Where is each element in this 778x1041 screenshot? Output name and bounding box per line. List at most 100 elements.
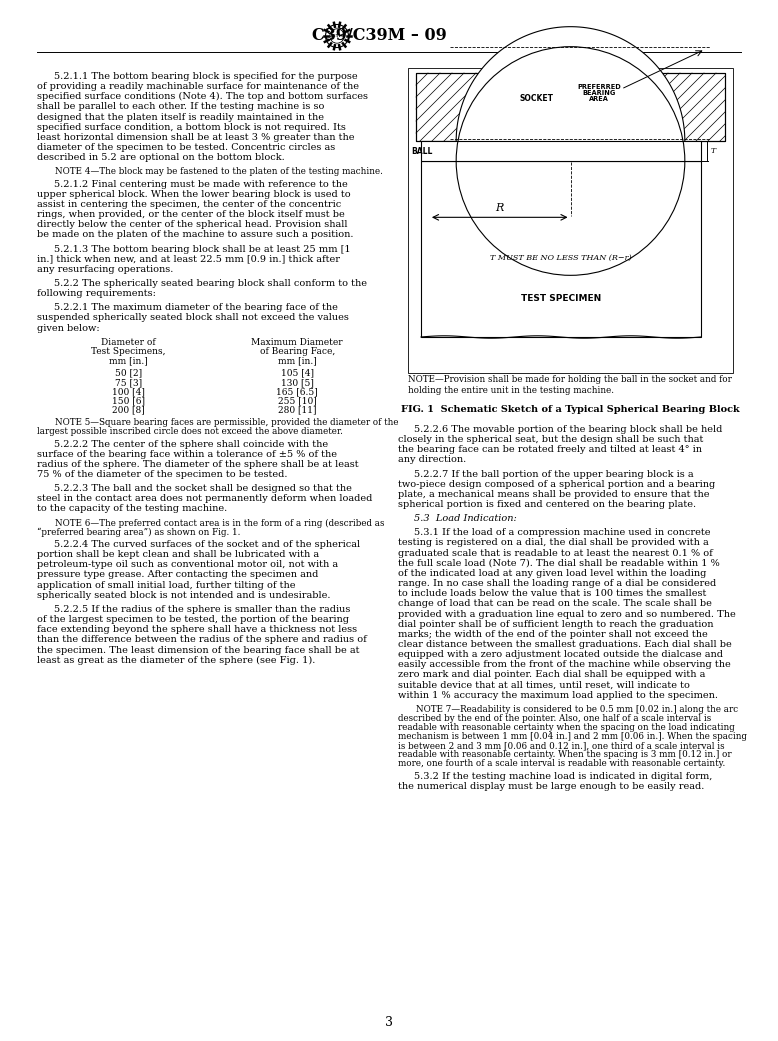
Text: mm [in.]: mm [in.] <box>278 356 317 365</box>
Text: two-piece design composed of a spherical portion and a bearing: two-piece design composed of a spherical… <box>398 480 715 489</box>
Text: application of small initial load, further tilting of the: application of small initial load, furth… <box>37 581 296 589</box>
Text: face extending beyond the sphere shall have a thickness not less: face extending beyond the sphere shall h… <box>37 626 357 634</box>
Text: NOTE 5—Square bearing faces are permissible, provided the diameter of the: NOTE 5—Square bearing faces are permissi… <box>55 418 398 427</box>
Text: FIG. 1  Schematic Sketch of a Typical Spherical Bearing Block: FIG. 1 Schematic Sketch of a Typical Sph… <box>401 405 740 414</box>
Text: easily accessible from the front of the machine while observing the: easily accessible from the front of the … <box>398 660 731 669</box>
Text: graduated scale that is readable to at least the nearest 0.1 % of: graduated scale that is readable to at l… <box>398 549 713 558</box>
Text: C39/C39M – 09: C39/C39M – 09 <box>312 27 447 45</box>
Text: 130 [5]: 130 [5] <box>281 378 314 387</box>
Text: within 1 % accuracy the maximum load applied to the specimen.: within 1 % accuracy the maximum load app… <box>398 691 718 700</box>
Text: R: R <box>496 203 504 213</box>
Text: portion shall be kept clean and shall be lubricated with a: portion shall be kept clean and shall be… <box>37 551 319 559</box>
Text: NOTE 7—Readability is considered to be 0.5 mm [0.02 in.] along the arc: NOTE 7—Readability is considered to be 0… <box>416 705 738 714</box>
Text: 3: 3 <box>385 1016 393 1030</box>
Text: NOTE 4—The block may be fastened to the platen of the testing machine.: NOTE 4—The block may be fastened to the … <box>55 168 383 176</box>
Text: Test Specimens,: Test Specimens, <box>91 347 166 356</box>
Text: is between 2 and 3 mm [0.06 and 0.12 in.], one third of a scale interval is: is between 2 and 3 mm [0.06 and 0.12 in.… <box>398 741 724 751</box>
Text: 75 % of the diameter of the specimen to be tested.: 75 % of the diameter of the specimen to … <box>37 471 288 479</box>
Text: mm [in.]: mm [in.] <box>109 356 148 365</box>
Text: change of load that can be read on the scale. The scale shall be: change of load that can be read on the s… <box>398 600 712 608</box>
Text: readable with reasonable certainty when the spacing on the load indicating: readable with reasonable certainty when … <box>398 723 734 732</box>
Text: 5.2.2.3 The ball and the socket shall be designed so that the: 5.2.2.3 The ball and the socket shall be… <box>54 484 352 493</box>
Bar <box>416 73 725 141</box>
Text: NOTE—Provision shall be made for holding the ball in the socket and for
holding : NOTE—Provision shall be made for holding… <box>408 375 732 396</box>
Text: 5.2.2.6 The movable portion of the bearing block shall be held: 5.2.2.6 The movable portion of the beari… <box>415 425 723 434</box>
Text: 5.2.2.2 The center of the sphere shall coincide with the: 5.2.2.2 The center of the sphere shall c… <box>54 439 328 449</box>
Text: in.] thick when new, and at least 22.5 mm [0.9 in.] thick after: in.] thick when new, and at least 22.5 m… <box>37 255 340 263</box>
Text: described by the end of the pointer. Also, one half of a scale interval is: described by the end of the pointer. Als… <box>398 714 711 723</box>
Text: 5.3  Load Indication:: 5.3 Load Indication: <box>415 514 517 524</box>
Text: steel in the contact area does not permanently deform when loaded: steel in the contact area does not perma… <box>37 494 373 504</box>
Text: to include loads below the value that is 100 times the smallest: to include loads below the value that is… <box>398 589 706 599</box>
Text: designed that the platen itself is readily maintained in the: designed that the platen itself is readi… <box>37 112 324 122</box>
Text: be made on the platen of the machine to assure such a position.: be made on the platen of the machine to … <box>37 230 353 239</box>
Text: equipped with a zero adjustment located outside the dialcase and: equipped with a zero adjustment located … <box>398 651 723 659</box>
Text: directly below the center of the spherical head. Provision shall: directly below the center of the spheric… <box>37 221 348 229</box>
Text: 280 [11]: 280 [11] <box>278 405 317 414</box>
Text: T: T <box>710 147 716 155</box>
Text: 5.3.2 If the testing machine load is indicated in digital form,: 5.3.2 If the testing machine load is ind… <box>415 771 713 781</box>
Text: 5.2.1.3 The bottom bearing block shall be at least 25 mm [1: 5.2.1.3 The bottom bearing block shall b… <box>54 245 350 254</box>
Text: specified surface condition, a bottom block is not required. Its: specified surface condition, a bottom bl… <box>37 123 346 132</box>
Text: 5.2.2.7 If the ball portion of the upper bearing block is a: 5.2.2.7 If the ball portion of the upper… <box>415 469 694 479</box>
Text: the numerical display must be large enough to be easily read.: the numerical display must be large enou… <box>398 782 704 791</box>
Text: more, one fourth of a scale interval is readable with reasonable certainty.: more, one fourth of a scale interval is … <box>398 760 725 768</box>
Text: to the capacity of the testing machine.: to the capacity of the testing machine. <box>37 505 227 513</box>
Text: following requirements:: following requirements: <box>37 289 156 298</box>
Text: upper spherical block. When the lower bearing block is used to: upper spherical block. When the lower be… <box>37 189 351 199</box>
Text: Maximum Diameter: Maximum Diameter <box>251 337 343 347</box>
Text: readable with reasonable certainty. When the spacing is 3 mm [0.12 in.] or: readable with reasonable certainty. When… <box>398 751 731 759</box>
Text: 200 [8]: 200 [8] <box>112 405 145 414</box>
Bar <box>408 68 733 373</box>
Text: 5.2.1.2 Final centering must be made with reference to the: 5.2.1.2 Final centering must be made wit… <box>54 180 347 188</box>
Text: any direction.: any direction. <box>398 456 466 464</box>
Text: “preferred bearing area”) as shown on Fig. 1.: “preferred bearing area”) as shown on Fi… <box>37 528 240 537</box>
Text: PREFERRED: PREFERRED <box>577 84 621 91</box>
Text: pressure type grease. After contacting the specimen and: pressure type grease. After contacting t… <box>37 570 318 580</box>
Text: the full scale load (Note 7). The dial shall be readable within 1 %: the full scale load (Note 7). The dial s… <box>398 559 720 567</box>
Text: 5.2.2.1 The maximum diameter of the bearing face of the: 5.2.2.1 The maximum diameter of the bear… <box>54 303 338 312</box>
Text: testing is registered on a dial, the dial shall be provided with a: testing is registered on a dial, the dia… <box>398 538 709 548</box>
Text: spherically seated block is not intended and is undesirable.: spherically seated block is not intended… <box>37 591 331 600</box>
Text: Diameter of: Diameter of <box>101 337 156 347</box>
Text: of providing a readily machinable surface for maintenance of the: of providing a readily machinable surfac… <box>37 82 359 92</box>
Text: 100 [4]: 100 [4] <box>112 387 145 396</box>
Text: 150 [6]: 150 [6] <box>112 396 145 405</box>
Text: surface of the bearing face within a tolerance of ±5 % of the: surface of the bearing face within a tol… <box>37 450 337 459</box>
Bar <box>421 141 700 161</box>
Text: 5.2.2.5 If the radius of the sphere is smaller than the radius: 5.2.2.5 If the radius of the sphere is s… <box>54 605 350 614</box>
Bar <box>421 161 700 337</box>
Text: NOTE 6—The preferred contact area is in the form of a ring (described as: NOTE 6—The preferred contact area is in … <box>55 518 384 528</box>
Text: zero mark and dial pointer. Each dial shall be equipped with a: zero mark and dial pointer. Each dial sh… <box>398 670 706 680</box>
Text: 165 [6.5]: 165 [6.5] <box>276 387 318 396</box>
Text: 75 [3]: 75 [3] <box>114 378 142 387</box>
Text: of the indicated load at any given load level within the loading: of the indicated load at any given load … <box>398 569 706 578</box>
Text: 255 [10]: 255 [10] <box>278 396 317 405</box>
Text: diameter of the specimen to be tested. Concentric circles as: diameter of the specimen to be tested. C… <box>37 143 335 152</box>
Text: specified surface conditions (Note 4). The top and bottom surfaces: specified surface conditions (Note 4). T… <box>37 93 368 101</box>
Text: largest possible inscribed circle does not exceed the above diameter.: largest possible inscribed circle does n… <box>37 427 343 436</box>
Text: shall be parallel to each other. If the testing machine is so: shall be parallel to each other. If the … <box>37 102 324 111</box>
Text: of the largest specimen to be tested, the portion of the bearing: of the largest specimen to be tested, th… <box>37 615 349 625</box>
Text: radius of the sphere. The diameter of the sphere shall be at least: radius of the sphere. The diameter of th… <box>37 460 359 468</box>
Polygon shape <box>416 27 725 141</box>
Text: TEST SPECIMEN: TEST SPECIMEN <box>520 294 601 303</box>
Text: plate, a mechanical means shall be provided to ensure that the: plate, a mechanical means shall be provi… <box>398 490 710 499</box>
Text: mechanism is between 1 mm [0.04 in.] and 2 mm [0.06 in.]. When the spacing: mechanism is between 1 mm [0.04 in.] and… <box>398 732 747 741</box>
Text: 105 [4]: 105 [4] <box>281 369 314 378</box>
Text: the specimen. The least dimension of the bearing face shall be at: the specimen. The least dimension of the… <box>37 645 359 655</box>
Text: 5.2.1.1 The bottom bearing block is specified for the purpose: 5.2.1.1 The bottom bearing block is spec… <box>54 72 357 81</box>
Text: 5.3.1 If the load of a compression machine used in concrete: 5.3.1 If the load of a compression machi… <box>415 529 711 537</box>
Text: closely in the spherical seat, but the design shall be such that: closely in the spherical seat, but the d… <box>398 435 703 445</box>
Text: clear distance between the smallest graduations. Each dial shall be: clear distance between the smallest grad… <box>398 640 732 649</box>
Text: assist in centering the specimen, the center of the concentric: assist in centering the specimen, the ce… <box>37 200 342 209</box>
Text: least as great as the diameter of the sphere (see Fig. 1).: least as great as the diameter of the sp… <box>37 656 315 665</box>
Text: range. In no case shall the loading range of a dial be considered: range. In no case shall the loading rang… <box>398 579 717 588</box>
Text: of Bearing Face,: of Bearing Face, <box>260 347 335 356</box>
Text: T MUST BE NO LESS THAN (R−r): T MUST BE NO LESS THAN (R−r) <box>490 254 632 261</box>
Text: the bearing face can be rotated freely and tilted at least 4° in: the bearing face can be rotated freely a… <box>398 446 702 454</box>
Text: suitable device that at all times, until reset, will indicate to: suitable device that at all times, until… <box>398 681 690 689</box>
Text: 5.2.2.4 The curved surfaces of the socket and of the spherical: 5.2.2.4 The curved surfaces of the socke… <box>54 540 359 549</box>
Text: least horizontal dimension shall be at least 3 % greater than the: least horizontal dimension shall be at l… <box>37 133 355 142</box>
Text: described in 5.2 are optional on the bottom block.: described in 5.2 are optional on the bot… <box>37 153 285 162</box>
